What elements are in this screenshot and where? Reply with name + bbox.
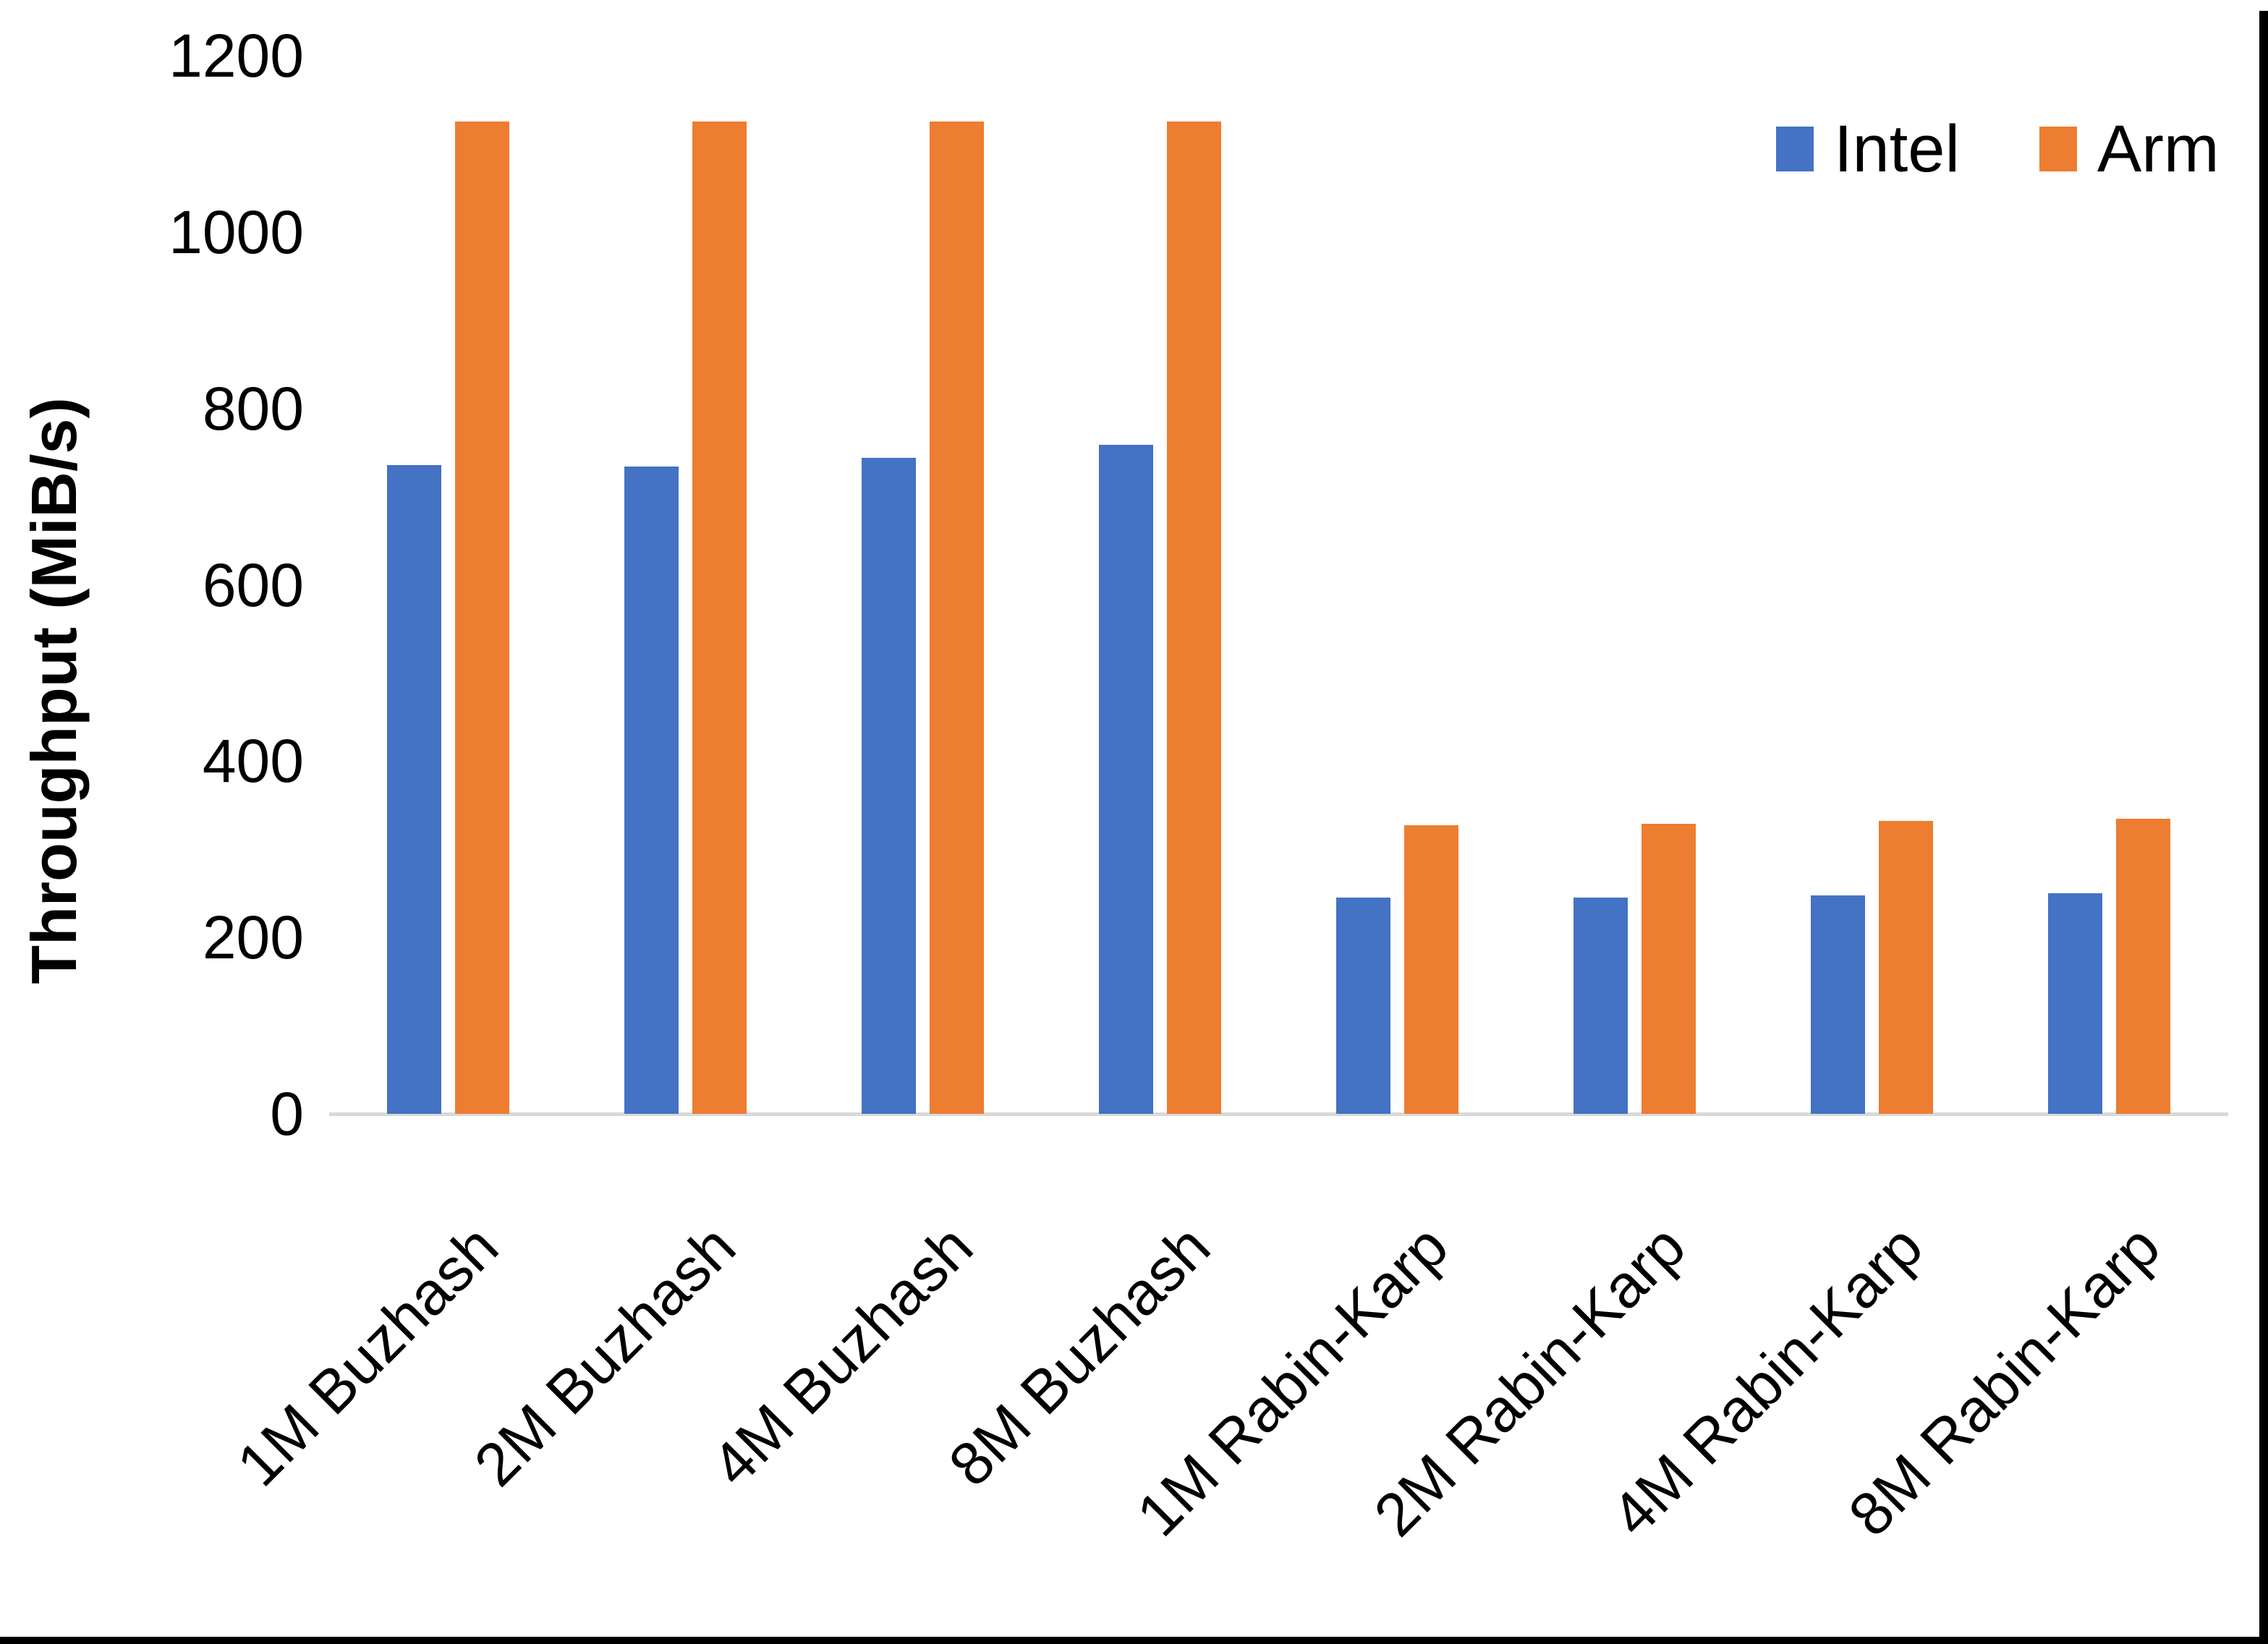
bar-group-4m-rabin-karp [1754, 56, 1991, 1114]
y-tick-800: 800 [202, 374, 304, 443]
y-tick-1000: 1000 [169, 197, 304, 266]
legend: Intel Arm [1776, 116, 2220, 182]
bar-intel-2m-buzhash [624, 467, 679, 1114]
bar-arm-4m-rabin-karp [1879, 821, 1934, 1114]
bar-arm-4m-buzhash [929, 122, 984, 1114]
bar-group-4m-buzhash [804, 56, 1041, 1114]
bar-intel-2m-rabin-karp [1573, 898, 1628, 1114]
bar-group-8m-buzhash [1041, 56, 1278, 1114]
bar-intel-1m-buzhash [386, 464, 441, 1114]
bar-group-8m-rabin-karp [1991, 56, 2228, 1114]
legend-swatch-intel [1776, 127, 1814, 171]
y-tick-0: 0 [270, 1080, 304, 1148]
bar-intel-1m-rabin-karp [1336, 898, 1391, 1114]
bar-group-2m-rabin-karp [1516, 56, 1754, 1114]
bar-arm-8m-rabin-karp [2116, 818, 2171, 1114]
legend-swatch-arm [2039, 127, 2077, 171]
y-tick-600: 600 [202, 550, 304, 619]
bar-group-1m-buzhash [329, 56, 566, 1114]
bar-intel-8m-rabin-karp [2048, 893, 2103, 1114]
bar-arm-8m-buzhash [1166, 122, 1221, 1114]
bar-arm-1m-rabin-karp [1404, 825, 1459, 1114]
screenshot-right-edge [2259, 11, 2268, 1644]
screenshot-bottom-edge [0, 1637, 2268, 1644]
bar-group-2m-buzhash [566, 56, 804, 1114]
legend-label-intel: Intel [1834, 112, 1960, 186]
legend-item-arm: Arm [2039, 116, 2220, 182]
bar-group-1m-rabin-karp [1279, 56, 1516, 1114]
bar-arm-1m-buzhash [454, 122, 509, 1114]
plot-area [329, 56, 2228, 1114]
bar-intel-4m-buzhash [861, 457, 916, 1114]
bar-arm-2m-buzhash [692, 122, 747, 1114]
y-axis-title: Throughput (MiB/s) [18, 397, 90, 984]
y-tick-1200: 1200 [169, 22, 304, 90]
bar-intel-8m-buzhash [1098, 444, 1153, 1114]
bar-intel-4m-rabin-karp [1811, 895, 1866, 1114]
y-tick-200: 200 [202, 903, 304, 972]
legend-label-arm: Arm [2097, 112, 2220, 186]
y-tick-400: 400 [202, 727, 304, 796]
x-axis-line [329, 1112, 2228, 1116]
legend-item-intel: Intel [1776, 116, 1960, 182]
bar-arm-2m-rabin-karp [1641, 823, 1696, 1114]
